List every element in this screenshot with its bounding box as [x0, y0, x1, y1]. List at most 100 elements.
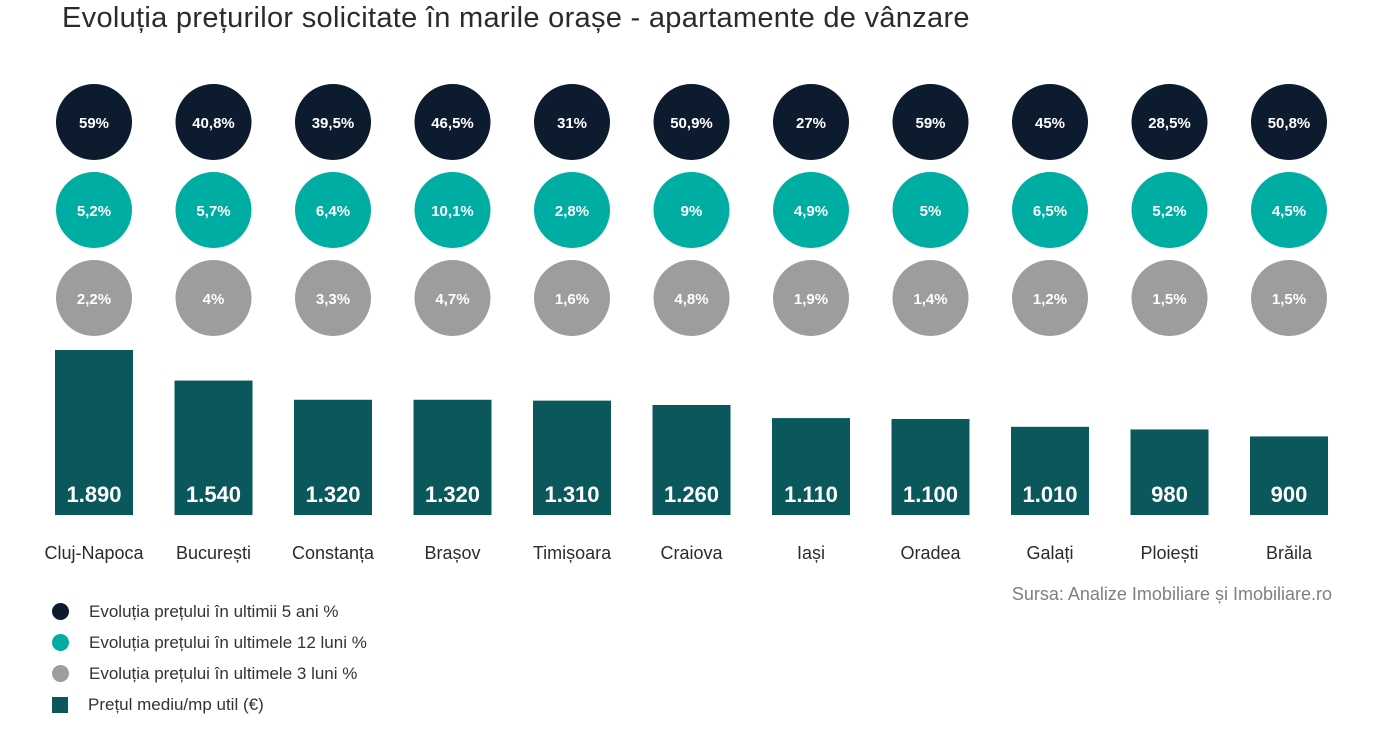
- legend-marker-12-months: [52, 634, 69, 651]
- bubble-row3-2: [175, 260, 252, 336]
- bubble-label-row2-6: 9%: [681, 203, 703, 220]
- bubble-label-row2-10: 5,2%: [1152, 203, 1186, 220]
- category-label-3: Constanța: [292, 543, 375, 563]
- legend-label-5-years: Evoluția prețului în ultimii 5 ani %: [89, 601, 339, 621]
- bubble-label-row3-10: 1,5%: [1152, 291, 1186, 308]
- legend-item-3-months: Evoluția prețului în ultimele 3 luni %: [52, 658, 367, 689]
- bar-value-label-1: 1.890: [66, 482, 121, 507]
- bar-4: [413, 399, 492, 515]
- bubble-row3-9: [1012, 260, 1088, 336]
- bubble-label-row2-11: 4,5%: [1272, 203, 1306, 220]
- category-label-6: Craiova: [660, 543, 723, 563]
- bubble-row1-9: [1012, 84, 1088, 160]
- bubble-label-row2-2: 5,7%: [196, 203, 230, 220]
- bubble-row1-4: [414, 84, 491, 160]
- bubble-label-row1-10: 28,5%: [1148, 115, 1191, 132]
- bar-value-label-11: 900: [1271, 482, 1308, 507]
- bubble-row1-7: [773, 84, 849, 160]
- bar-value-label-2: 1.540: [186, 482, 241, 507]
- bar-value-label-4: 1.320: [425, 482, 480, 507]
- bubble-row2-4: [414, 172, 491, 248]
- bubble-label-row2-8: 5%: [920, 203, 942, 220]
- chart-title: Evoluția prețurilor solicitate în marile…: [62, 2, 970, 34]
- bubble-label-row2-3: 6,4%: [316, 203, 350, 220]
- legend: Evoluția prețului în ultimii 5 ani % Evo…: [52, 596, 367, 720]
- bar-11: [1250, 436, 1328, 515]
- bubble-row1-1: [56, 84, 132, 160]
- bubble-row3-7: [773, 260, 849, 336]
- bubble-row2-6: [653, 172, 730, 248]
- bubble-label-row1-8: 59%: [915, 115, 945, 132]
- bar-6: [652, 405, 731, 515]
- bubble-label-row3-8: 1,4%: [913, 291, 947, 308]
- bubble-label-row1-7: 27%: [796, 115, 826, 132]
- bubble-row3-1: [56, 260, 132, 336]
- bubble-row2-11: [1251, 172, 1327, 248]
- bubble-row3-3: [295, 260, 371, 336]
- bubble-label-row1-6: 50,9%: [670, 115, 713, 132]
- bar-value-label-8: 1.100: [903, 482, 958, 507]
- bubble-row1-5: [534, 84, 610, 160]
- category-label-8: Oradea: [900, 543, 961, 563]
- bar-7: [772, 418, 850, 515]
- bubble-row3-4: [414, 260, 491, 336]
- bubble-label-row1-9: 45%: [1035, 115, 1065, 132]
- bubble-row2-1: [56, 172, 132, 248]
- bar-value-label-7: 1.110: [784, 482, 838, 507]
- legend-marker-price-per-sqm: [52, 696, 68, 713]
- category-label-10: Ploiești: [1140, 543, 1198, 563]
- legend-item-12-months: Evoluția prețului în ultimele 12 luni %: [52, 627, 367, 658]
- bubble-label-row3-4: 4,7%: [435, 291, 469, 308]
- legend-item-5-years: Evoluția prețului în ultimii 5 ani %: [52, 596, 367, 627]
- legend-marker-5-years: [52, 603, 69, 620]
- category-label-4: Brașov: [424, 543, 480, 563]
- bubble-label-row1-11: 50,8%: [1268, 115, 1311, 132]
- category-label-9: Galați: [1026, 543, 1073, 563]
- price-chart: 59% 40,8% 39,5% 46,5% 31% 50,9% 27% 59% 45% 28,5%…: [44, 84, 1328, 563]
- bar-2: [174, 380, 253, 515]
- bubble-row1-8: [892, 84, 969, 160]
- bubble-row3-6: [653, 260, 730, 336]
- bubble-label-row2-4: 10,1%: [431, 203, 474, 220]
- bubble-label-row3-9: 1,2%: [1033, 291, 1067, 308]
- bar-5: [533, 400, 611, 515]
- bar-9: [1011, 426, 1089, 515]
- bar-8: [891, 418, 970, 515]
- bubble-label-row1-1: 59%: [79, 115, 109, 132]
- bubble-label-row3-5: 1,6%: [555, 291, 589, 308]
- bubble-label-row2-5: 2,8%: [555, 203, 589, 220]
- bubble-row1-2: [175, 84, 252, 160]
- bubble-row1-10: [1131, 84, 1208, 160]
- bubble-label-row2-7: 4,9%: [794, 203, 828, 220]
- bubble-label-row1-5: 31%: [557, 115, 587, 132]
- bubble-label-row3-3: 3,3%: [316, 291, 350, 308]
- bubble-row2-2: [175, 172, 252, 248]
- category-label-2: București: [176, 543, 251, 563]
- legend-label-price-per-sqm: Prețul mediu/mp util (€): [88, 694, 264, 714]
- legend-marker-3-months: [52, 665, 69, 682]
- bubble-label-row3-6: 4,8%: [674, 291, 708, 308]
- bubble-row2-10: [1131, 172, 1208, 248]
- category-label-11: Brăila: [1266, 543, 1313, 563]
- bar-3: [294, 399, 372, 515]
- bubble-label-row2-9: 6,5%: [1033, 203, 1067, 220]
- bubble-row2-7: [773, 172, 849, 248]
- category-label-7: Iași: [797, 543, 825, 563]
- source-note: Sursa: Analize Imobiliare și Imobiliare.…: [1011, 584, 1332, 604]
- bar-value-label-3: 1.320: [305, 482, 360, 507]
- legend-item-price-per-sqm: Prețul mediu/mp util (€): [52, 689, 367, 720]
- bubble-row1-11: [1251, 84, 1327, 160]
- bubble-label-row3-1: 2,2%: [77, 291, 111, 308]
- bubble-label-row3-2: 4%: [203, 291, 225, 308]
- category-label-1: Cluj-Napoca: [44, 543, 144, 563]
- bar-1: [55, 350, 133, 515]
- bar-value-label-9: 1.010: [1022, 482, 1077, 507]
- bubble-row2-8: [892, 172, 969, 248]
- bubble-row3-11: [1251, 260, 1327, 336]
- bubble-label-row1-4: 46,5%: [431, 115, 474, 132]
- bar-value-label-5: 1.310: [544, 482, 599, 507]
- bubble-row3-8: [892, 260, 969, 336]
- bubble-label-row3-7: 1,9%: [794, 291, 828, 308]
- bubble-row3-5: [534, 260, 610, 336]
- bubble-row2-9: [1012, 172, 1088, 248]
